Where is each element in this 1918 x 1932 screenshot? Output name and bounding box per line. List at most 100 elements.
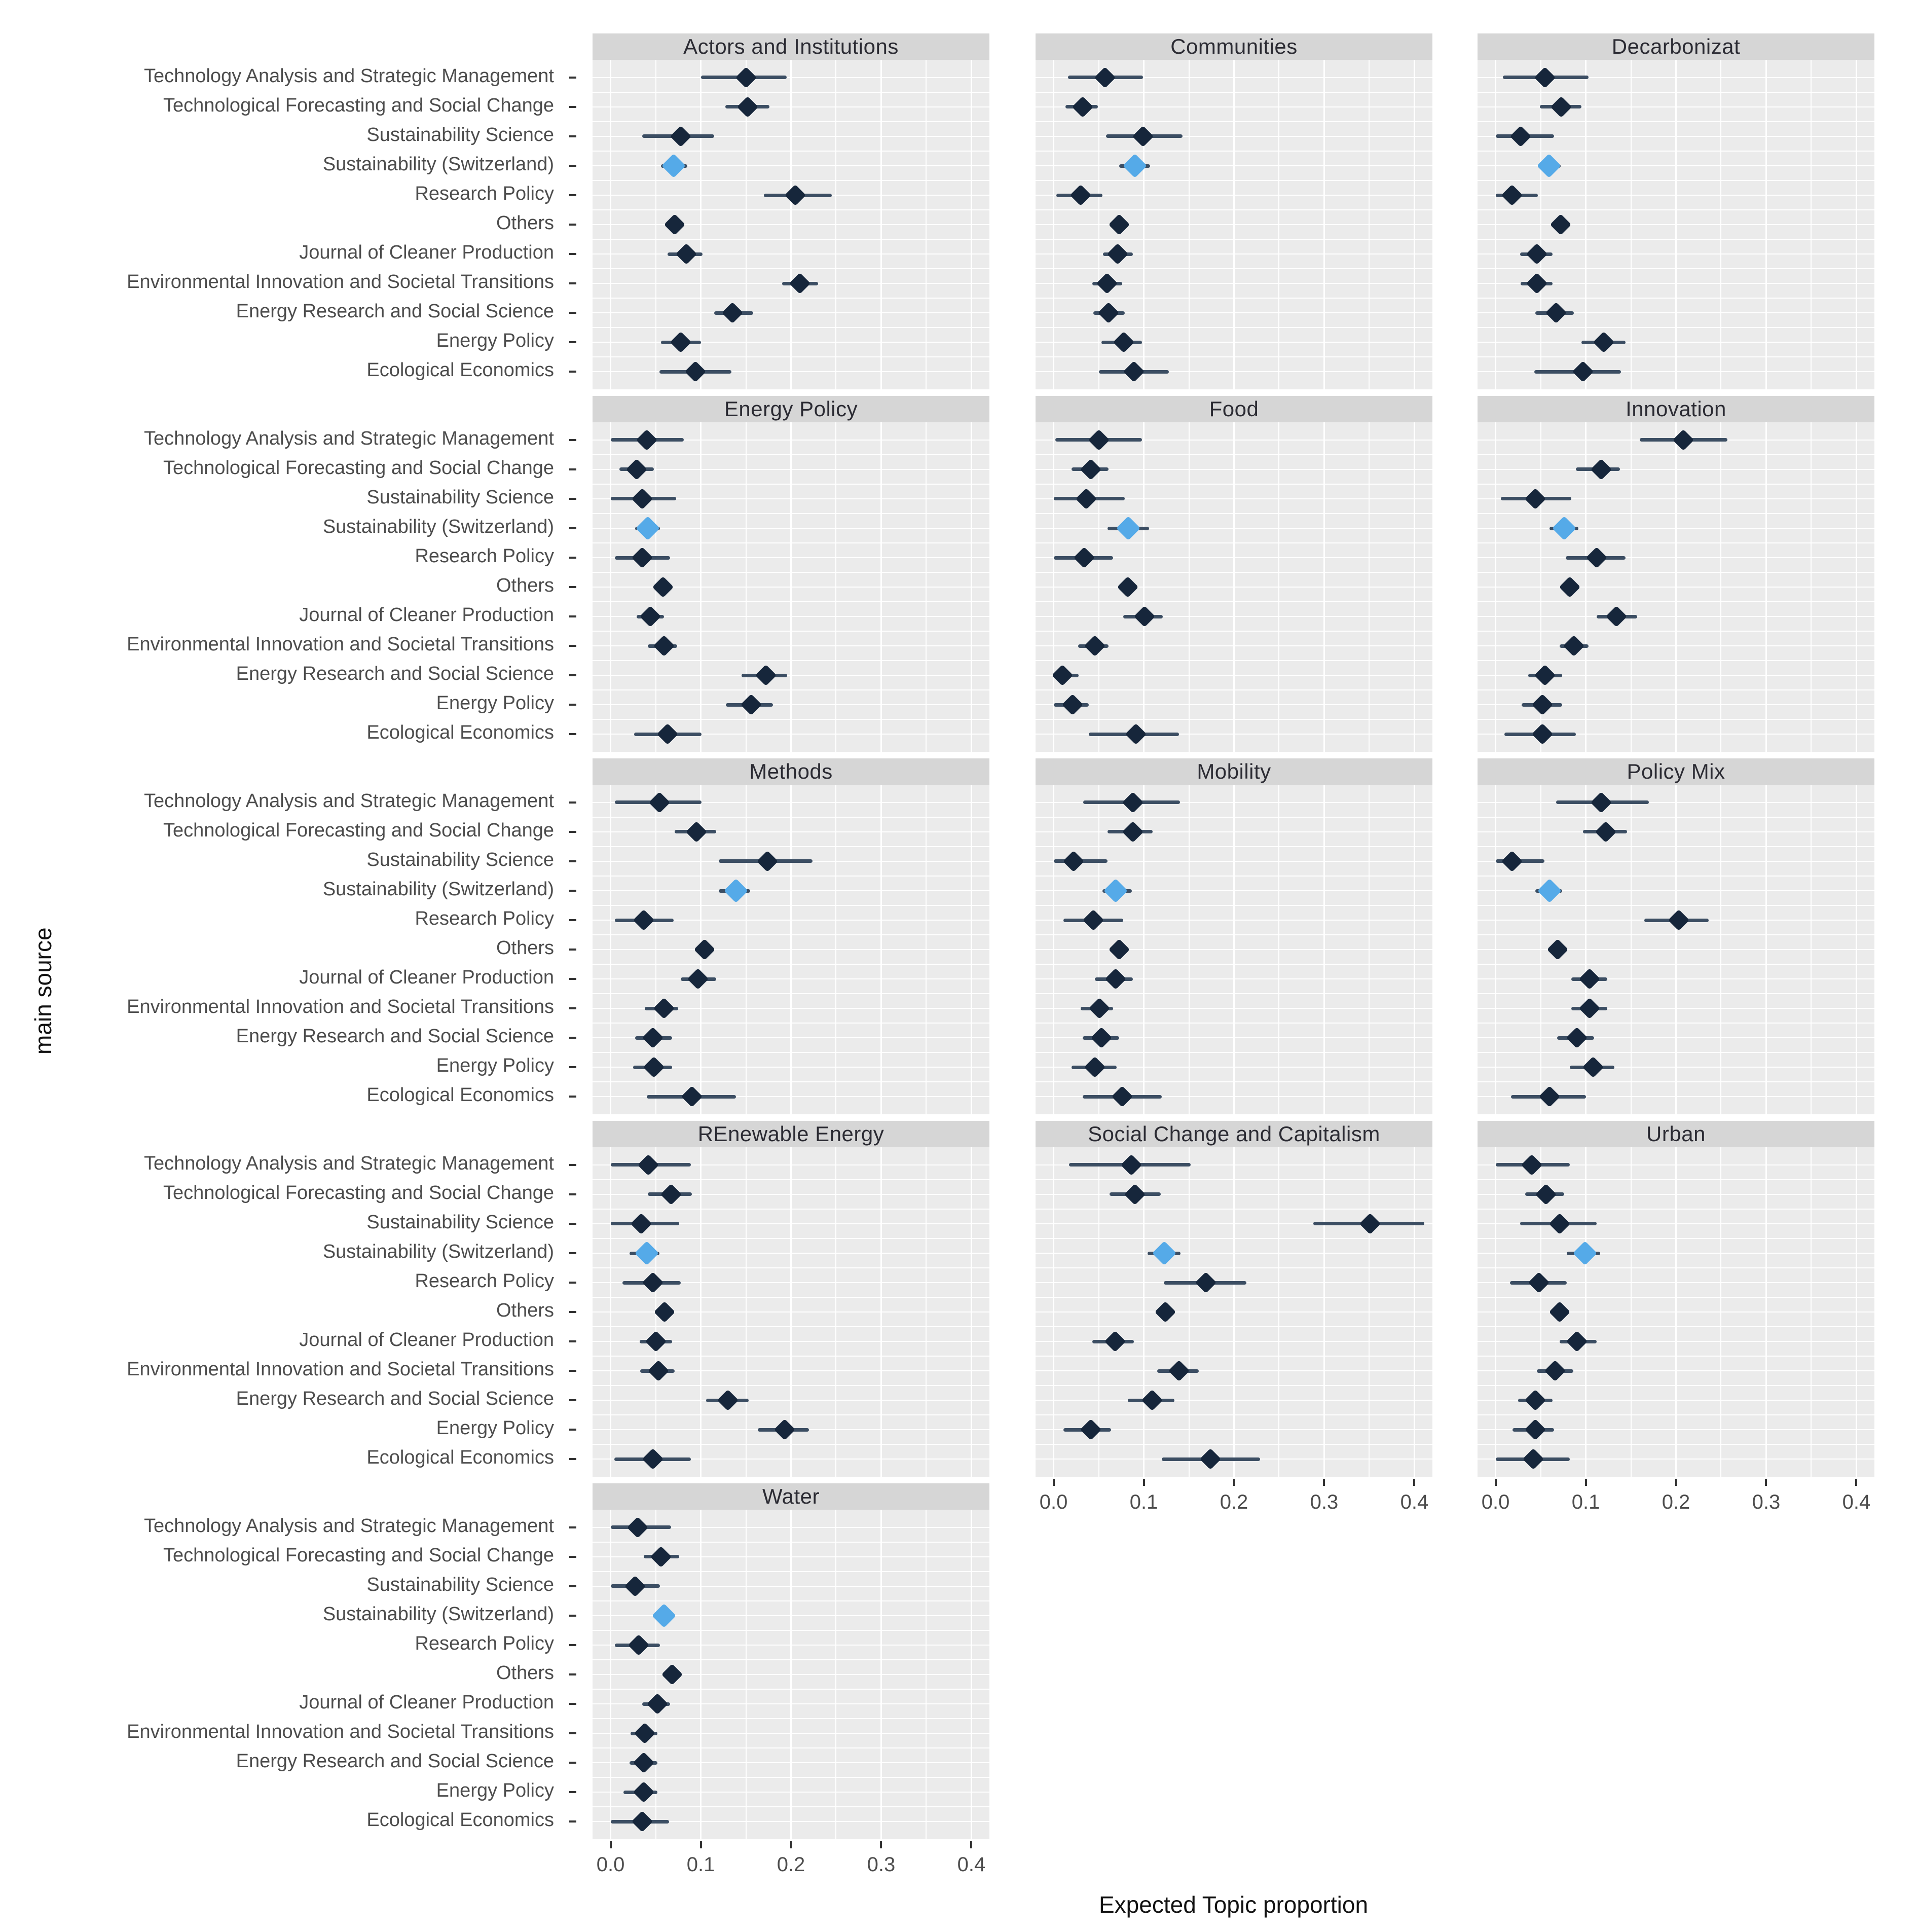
facet-strip: Urban [1478,1121,1874,1147]
gridline-major-horizontal [1478,1067,1874,1068]
gridline-major-horizontal [1036,587,1432,588]
point-marker [1524,1390,1546,1411]
x-axis-tick [1413,1479,1416,1486]
y-axis-tick [569,615,576,618]
gridline-minor-horizontal [1036,513,1432,514]
y-axis-label: Sustainability (Switzerland) [322,516,554,538]
y-axis-tick [569,135,576,137]
gridline-major-horizontal [1478,528,1874,529]
point-marker [633,1781,655,1803]
gridline-minor-horizontal [593,483,989,485]
y-axis-tick [569,801,576,804]
x-axis-tick-label: 0.2 [1220,1491,1248,1513]
y-axis-label: Technological Forecasting and Social Cha… [163,819,554,841]
gridline-minor-horizontal [1036,1297,1432,1298]
gridline-minor-horizontal [1036,934,1432,936]
gridline-minor-horizontal [1478,846,1874,847]
facet-title: Social Change and Capitalism [1088,1122,1380,1146]
gridline-major-horizontal [593,1703,989,1705]
gridline-minor-horizontal [593,905,989,906]
point-marker [648,791,670,814]
gridline-major-horizontal [593,1821,989,1822]
point-marker [624,1575,646,1597]
gridline-major-horizontal [1478,557,1874,559]
point-marker [1094,66,1116,89]
gridline-major-horizontal [1478,498,1874,499]
point-marker [1088,429,1110,451]
point-marker [685,821,707,843]
y-axis-label: Sustainability (Switzerland) [322,879,554,900]
y-axis-tick [569,1096,576,1098]
point-marker [1120,1154,1142,1176]
y-axis-labels: Technology Analysis and Strategic Manage… [0,422,577,752]
gridline-major-horizontal [593,1792,989,1793]
gridline-minor-horizontal [1478,91,1874,93]
facet-title: Decarbonizat [1611,34,1741,58]
gridline-minor-horizontal [1478,209,1874,211]
point-marker [1072,96,1093,118]
point-marker [1550,213,1571,236]
point-marker [1195,1271,1217,1294]
y-axis-tick [569,860,576,862]
gridline-minor-horizontal [593,1600,989,1601]
gridline-minor-horizontal [1478,572,1874,573]
point-marker-highlighted [1572,1241,1597,1266]
point-marker [1566,1027,1588,1049]
gridline-minor-horizontal [1036,660,1432,662]
gridline-minor-horizontal [1478,689,1874,691]
gridline-major-horizontal [1478,312,1874,314]
y-axis-label: Sustainability Science [366,849,554,870]
gridline-major-horizontal [1478,135,1874,137]
x-axis-tick-label: 0.2 [1662,1491,1690,1513]
gridline-major-horizontal [1036,312,1432,314]
gridline-major-horizontal [1036,1164,1432,1165]
point-marker [1052,665,1074,686]
gridline-major-horizontal [1478,860,1874,862]
gridline-major-horizontal [593,1223,989,1224]
gridline-minor-horizontal [1478,1052,1874,1053]
point-marker [736,96,759,118]
point-marker-highlighted [1152,1241,1177,1266]
facet-panel [1036,60,1432,389]
y-axis-tick [569,341,576,344]
facet-strip: Energy Policy [593,396,989,422]
gridline-minor-horizontal [593,1806,989,1808]
gridline-major-horizontal [1478,978,1874,980]
gridline-minor-horizontal [1478,1414,1874,1416]
point-marker [633,1752,655,1774]
y-axis-label: Research Policy [415,545,554,567]
y-axis-label: Environmental Innovation and Societal Tr… [127,1359,554,1380]
gridline-major-horizontal [593,1400,989,1401]
point-marker [687,968,709,990]
gridline-minor-horizontal [1478,964,1874,965]
gridline-major-horizontal [1036,371,1432,373]
y-axis-label: Environmental Innovation and Societal Tr… [127,634,554,655]
y-axis-labels: Technology Analysis and Strategic Manage… [0,1147,577,1477]
gridline-minor-horizontal [1478,454,1874,455]
point-marker [1132,125,1154,148]
y-axis-label: Ecological Economics [366,722,554,744]
gridline-major-horizontal [1036,1311,1432,1313]
gridline-minor-horizontal [1036,1052,1432,1053]
point-marker [1105,968,1127,990]
gridline-minor-horizontal [593,1414,989,1416]
gridline-minor-horizontal [1478,268,1874,270]
point-marker [660,1183,682,1206]
gridline-minor-horizontal [593,1023,989,1024]
gridline-minor-horizontal [1478,542,1874,544]
gridline-major-horizontal [1478,342,1874,343]
point-marker [773,1419,796,1441]
gridline-major-horizontal [1036,165,1432,167]
y-axis-tick [569,439,576,441]
gridline-major-horizontal [593,528,989,529]
y-axis-label: Journal of Cleaner Production [299,1329,554,1351]
y-axis-tick [569,1732,576,1735]
gridline-minor-horizontal [1478,601,1874,603]
x-axis-tick [1323,1479,1325,1486]
gridline-minor-horizontal [1478,660,1874,662]
point-marker [1122,791,1144,814]
gridline-major-horizontal [1478,1370,1874,1372]
point-marker [646,1693,669,1715]
gridline-major-horizontal [593,106,989,107]
y-axis-tick [569,312,576,314]
